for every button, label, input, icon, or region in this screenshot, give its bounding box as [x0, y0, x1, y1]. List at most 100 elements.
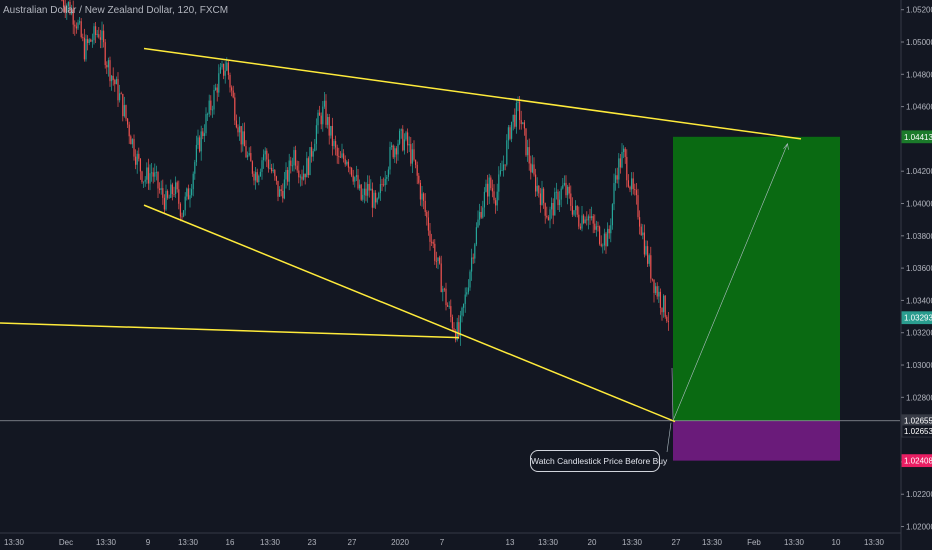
time-tick-label: 20	[588, 538, 597, 547]
candle-body	[181, 216, 183, 218]
candle-body	[632, 178, 634, 189]
candle-body	[386, 176, 388, 179]
candle-body	[75, 26, 77, 29]
candle-body	[370, 188, 372, 191]
candle-body	[482, 207, 484, 218]
candle-body	[498, 174, 500, 192]
candle-body	[448, 306, 450, 307]
projection-arrow	[672, 143, 788, 421]
price-badge-label: 1.02655	[904, 417, 932, 426]
candle-body	[119, 93, 121, 101]
candle-body	[293, 150, 295, 166]
price-tick-label: 1.04200	[906, 167, 932, 176]
candle-body	[165, 191, 167, 210]
candle-body	[437, 257, 439, 262]
candle-body	[450, 306, 452, 318]
time-tick-label: 23	[308, 538, 317, 547]
candle-body	[555, 191, 557, 193]
candle-body	[411, 149, 413, 164]
candle-body	[554, 192, 556, 216]
candle-body	[202, 131, 204, 137]
candle-body	[400, 129, 402, 131]
candle-body	[355, 175, 357, 178]
price-badge-bg	[901, 424, 932, 438]
price-badge-bg	[901, 311, 932, 325]
candle-body	[128, 124, 130, 137]
candle-body	[170, 184, 172, 198]
candle-body	[423, 193, 425, 201]
candle-body	[231, 87, 233, 91]
candle-body	[384, 178, 386, 186]
candle-body	[306, 158, 308, 178]
candle-body	[525, 128, 527, 156]
candle-body	[493, 191, 495, 201]
candle-body	[80, 21, 82, 38]
annotation-callout[interactable]: Watch Candlestick Price Before Buy	[530, 450, 667, 472]
candle-body	[272, 169, 274, 172]
candle-body	[106, 65, 108, 68]
candle-body	[147, 167, 149, 184]
candle-body	[333, 141, 335, 146]
candle-body	[663, 295, 665, 313]
candle-body	[381, 184, 383, 185]
candle-body	[296, 165, 298, 171]
candle-body	[653, 279, 655, 293]
candle-body	[373, 192, 375, 208]
candle-body	[295, 150, 297, 166]
candle-body	[163, 197, 165, 210]
candle-body	[271, 167, 273, 172]
candle-body	[328, 116, 330, 136]
candle-body	[594, 223, 596, 230]
candle-body	[283, 179, 285, 199]
projection-layer	[666, 143, 789, 453]
candle-body	[111, 75, 113, 82]
candle-body	[440, 263, 442, 293]
candle-body	[464, 294, 466, 304]
candle-body	[237, 127, 239, 133]
candle-body	[330, 125, 332, 136]
trendline-3	[143, 204, 676, 423]
candle-body	[410, 144, 412, 164]
candle-body	[530, 163, 532, 173]
candle-body	[354, 177, 356, 182]
candle-body	[407, 132, 409, 146]
candle-body	[219, 67, 221, 74]
candle-body	[216, 87, 218, 93]
candle-body	[88, 39, 90, 43]
candle-body	[357, 175, 359, 189]
candle-body	[290, 160, 292, 166]
candle-body	[451, 317, 453, 329]
candle-body	[251, 161, 253, 174]
candle-body	[538, 185, 540, 194]
price-axis[interactable]: 1.05200 1.05000 1.04800 1.04600 1.04200 1.040…	[900, 0, 932, 550]
time-tick-label: 2020	[391, 538, 409, 547]
price-badge-label: 1.03293	[904, 314, 932, 323]
time-tick-label: 27	[348, 538, 357, 547]
candle-body	[618, 158, 620, 180]
candle-body	[429, 230, 431, 242]
candle-body	[277, 180, 279, 197]
candle-body	[506, 140, 508, 165]
candle-body	[571, 205, 573, 215]
time-tick-label: 13:30	[4, 538, 25, 547]
candle-body	[280, 189, 282, 191]
candle-body	[123, 105, 125, 117]
candle-body	[149, 173, 151, 184]
candle-body	[235, 120, 237, 128]
candle-body	[589, 216, 591, 219]
candle-body	[575, 205, 577, 211]
time-axis[interactable]: 13:30 Dec 13:30 9 13:30 16 13:30 23 27 2020 7 13 13:…	[0, 532, 901, 547]
candle-body	[114, 79, 116, 85]
candle-body	[351, 167, 353, 176]
candle-body	[130, 136, 132, 145]
candle-body	[240, 126, 242, 145]
time-tick-label: 16	[226, 538, 235, 547]
candle-body	[533, 164, 535, 175]
time-tick-label: 10	[832, 538, 841, 547]
candle-body	[264, 150, 266, 155]
candle-body	[552, 202, 554, 216]
candle-body	[61, 0, 63, 1]
time-tick-label: 13	[506, 538, 515, 547]
